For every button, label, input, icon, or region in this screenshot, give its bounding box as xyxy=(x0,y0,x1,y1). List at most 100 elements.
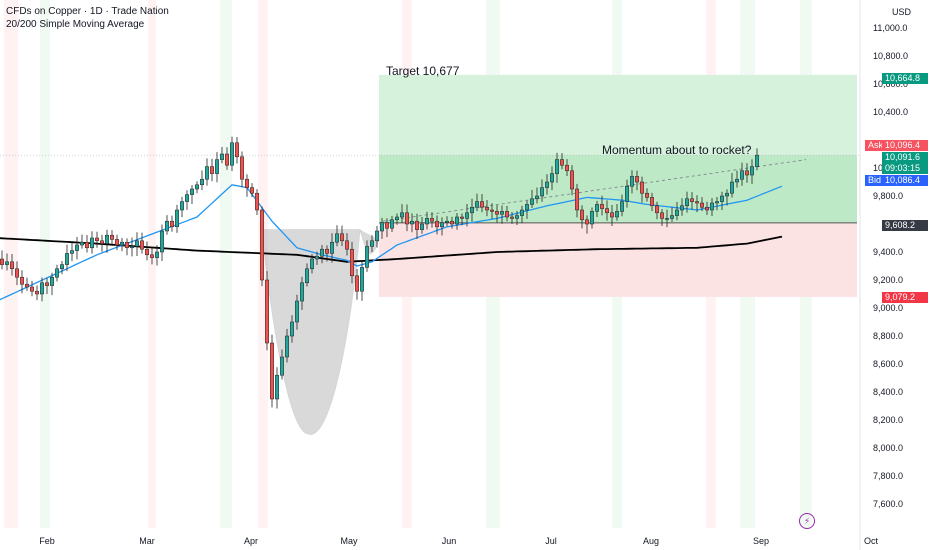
candle-body xyxy=(240,156,244,180)
candle-body xyxy=(260,209,264,281)
candle-body xyxy=(605,208,609,214)
candle-body xyxy=(535,195,539,200)
candle-body xyxy=(365,246,369,268)
candle-body xyxy=(310,258,314,270)
candle-body xyxy=(645,192,649,198)
candle-body xyxy=(320,248,324,257)
candle-body xyxy=(640,181,644,194)
candle-body xyxy=(490,209,494,212)
candle-body xyxy=(250,187,254,194)
candle-body xyxy=(230,142,234,166)
candle-body xyxy=(315,255,319,260)
price-tick-label: 10,400.0 xyxy=(873,107,909,117)
candle-body xyxy=(565,164,569,172)
time-tick-label: Oct xyxy=(863,536,879,546)
last-price-tag: 10,091.6 xyxy=(882,152,928,163)
candle-body xyxy=(70,250,74,254)
candle-body xyxy=(180,201,184,211)
candle-body xyxy=(755,154,759,167)
chart-title: CFDs on Copper · 1D · Trade Nation xyxy=(6,6,169,17)
candle-body xyxy=(630,176,634,187)
candle-body xyxy=(300,282,304,302)
candle-body xyxy=(475,201,479,208)
candle-body xyxy=(90,237,94,249)
price-tick-label: 9,200.0 xyxy=(873,275,904,285)
candle-body xyxy=(680,205,684,211)
candle-body xyxy=(690,198,694,202)
candle-body xyxy=(520,209,524,216)
candle-body xyxy=(590,211,594,225)
price-tick-label: 9,800.0 xyxy=(873,191,904,201)
candles xyxy=(0,136,759,409)
price-tick-label: 9,400.0 xyxy=(873,247,904,257)
candle-body xyxy=(195,184,199,190)
candle-body xyxy=(45,282,49,286)
candle-body xyxy=(165,220,169,232)
candle-body xyxy=(215,159,219,174)
candle-body xyxy=(95,237,99,242)
candle-body xyxy=(450,220,454,225)
candle-body xyxy=(750,166,754,176)
candle-body xyxy=(635,176,639,183)
candle-body xyxy=(270,342,274,400)
target-annotation[interactable]: Target 10,677 xyxy=(386,64,460,78)
candle-body xyxy=(610,212,614,218)
candle-body xyxy=(655,205,659,214)
candle-body xyxy=(85,241,89,249)
candle-body xyxy=(625,185,629,202)
candle-body xyxy=(700,202,704,208)
candle-body xyxy=(555,159,559,174)
lightning-icon[interactable]: ⚡ xyxy=(799,513,815,529)
candle-body xyxy=(440,222,444,228)
candle-body xyxy=(360,267,364,292)
candle-body xyxy=(420,223,424,230)
candle-body xyxy=(110,234,114,240)
candle-body xyxy=(705,206,709,211)
indicator-legend[interactable]: 20/200 Simple Moving Average xyxy=(6,19,145,30)
candle-body xyxy=(550,173,554,183)
candle-body xyxy=(5,261,9,265)
candle-body xyxy=(355,275,359,292)
candle-body xyxy=(130,246,134,249)
candle-body xyxy=(200,178,204,186)
trade-zones xyxy=(379,74,857,297)
candle-body xyxy=(105,234,109,244)
candle-body xyxy=(80,241,84,246)
candle-body xyxy=(400,212,404,218)
candle-body xyxy=(445,220,449,223)
time-tick-label: Feb xyxy=(39,536,55,546)
candle-body xyxy=(650,197,654,207)
candle-body xyxy=(725,192,729,197)
momentum-annotation[interactable]: Momentum about to rocket? xyxy=(602,143,752,157)
candle-body xyxy=(675,209,679,216)
candle-body xyxy=(115,239,119,246)
time-tick-label: Mar xyxy=(139,536,155,546)
candle-body xyxy=(30,286,34,292)
candle-body xyxy=(225,153,229,166)
candle-body xyxy=(660,212,664,219)
target-price-tag: 10,664.8 xyxy=(882,73,928,84)
candle-body xyxy=(570,170,574,190)
price-tick-label: 10,600.0 xyxy=(873,79,909,89)
candle-body xyxy=(15,268,19,278)
candle-body xyxy=(290,321,294,337)
candle-body xyxy=(335,233,339,243)
candle-body xyxy=(585,219,589,225)
price-tick-label: 8,400.0 xyxy=(873,387,904,397)
candle-body xyxy=(245,178,249,188)
time-tick-label: May xyxy=(340,536,358,546)
candle-body xyxy=(220,153,224,160)
trend-line xyxy=(382,159,807,222)
candle-body xyxy=(620,201,624,212)
ask-label: Ask xyxy=(865,140,883,151)
candle-body xyxy=(430,218,434,222)
candle-body xyxy=(715,201,719,204)
candle-body xyxy=(575,188,579,211)
bar-countdown-tag: 09:03:15 xyxy=(882,163,928,174)
time-tick-label: Apr xyxy=(243,536,259,546)
candle-body xyxy=(235,142,239,158)
candle-body xyxy=(0,258,4,265)
candle-body xyxy=(525,204,529,211)
price-tick-label: 7,600.0 xyxy=(873,499,904,509)
